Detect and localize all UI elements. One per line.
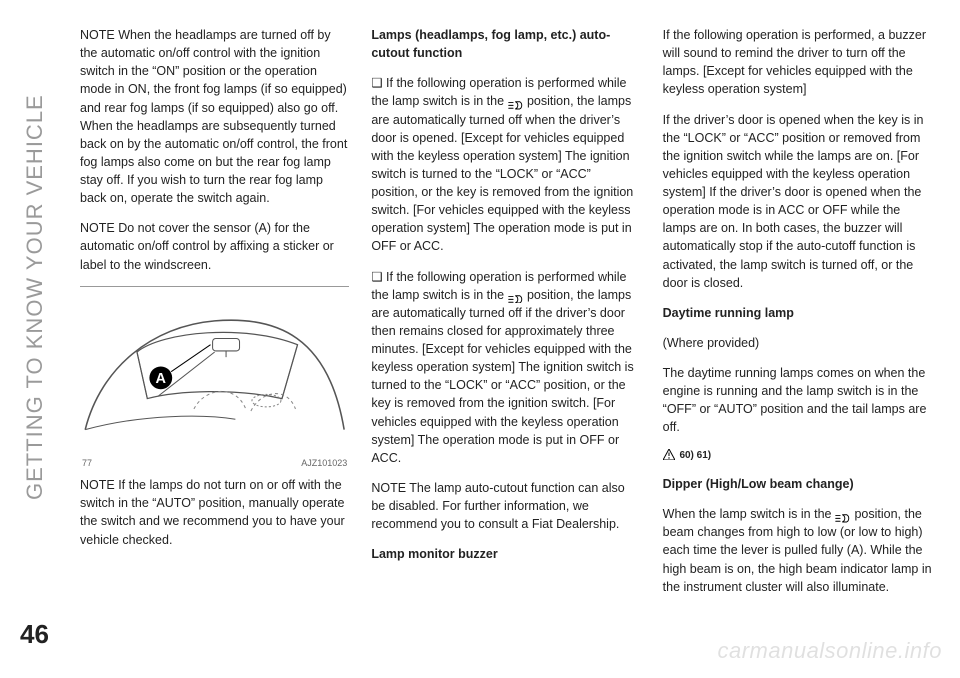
section-title-vertical: GETTING TO KNOW YOUR VEHICLE [22, 20, 48, 500]
note-paragraph: NOTE When the headlamps are turned off b… [80, 26, 349, 207]
body-paragraph: If the following operation is performed,… [663, 26, 932, 99]
body-paragraph: ❑ If the following operation is performe… [371, 74, 640, 255]
page-content: NOTE When the headlamps are turned off b… [80, 26, 932, 648]
warning-reference: 60) 61) [663, 449, 932, 464]
note-paragraph: NOTE If the lamps do not turn on or off … [80, 476, 349, 549]
warning-ref-text: 60) 61) [679, 450, 711, 461]
body-paragraph: The daytime running lamps comes on when … [663, 364, 932, 437]
headlamp-position-icon [508, 290, 524, 300]
note-paragraph: NOTE The lamp auto-cutout function can a… [371, 479, 640, 533]
body-paragraph: If the driver’s door is opened when the … [663, 111, 932, 292]
bullet-icon: ❑ [371, 76, 382, 90]
bullet-icon: ❑ [371, 270, 382, 284]
figure-number: 77 [82, 457, 92, 470]
text-run: position, the lamps are automatically tu… [371, 94, 633, 253]
section-heading: Dipper (High/Low beam change) [663, 475, 932, 493]
svg-text:A: A [156, 371, 167, 387]
headlamp-position-icon [508, 97, 524, 107]
headlamp-position-icon [835, 510, 851, 520]
figure-code: AJZ101023 [301, 457, 347, 470]
section-heading: Daytime running lamp [663, 304, 932, 322]
page-number: 46 [20, 619, 49, 650]
body-paragraph: ❑ If the following operation is performe… [371, 268, 640, 467]
section-heading: Lamp monitor buzzer [371, 545, 640, 563]
heading-text: Dipper (High/Low beam change) [663, 477, 854, 491]
windshield-sensor-illustration: A [80, 295, 349, 450]
warning-icon [663, 449, 675, 460]
figure-rule [80, 286, 349, 287]
heading-text: Daytime running lamp [663, 306, 794, 320]
watermark: carmanualsonline.info [717, 638, 942, 664]
text-run: When the lamp switch is in the [663, 507, 835, 521]
heading-text: Lamp monitor buzzer [371, 547, 497, 561]
subtext: (Where provided) [663, 334, 932, 352]
figure-windshield-sensor: A 77 AJZ101023 [80, 295, 349, 471]
figure-caption: 77 AJZ101023 [80, 457, 349, 470]
heading-text: Lamps (headlamps, fog lamp, etc.) auto-c… [371, 28, 610, 60]
section-heading: Lamps (headlamps, fog lamp, etc.) auto-c… [371, 26, 640, 62]
note-paragraph: NOTE Do not cover the sensor (A) for the… [80, 219, 349, 273]
text-run: position, the lamps are automatically tu… [371, 288, 633, 465]
body-paragraph: When the lamp switch is in the position,… [663, 505, 932, 596]
